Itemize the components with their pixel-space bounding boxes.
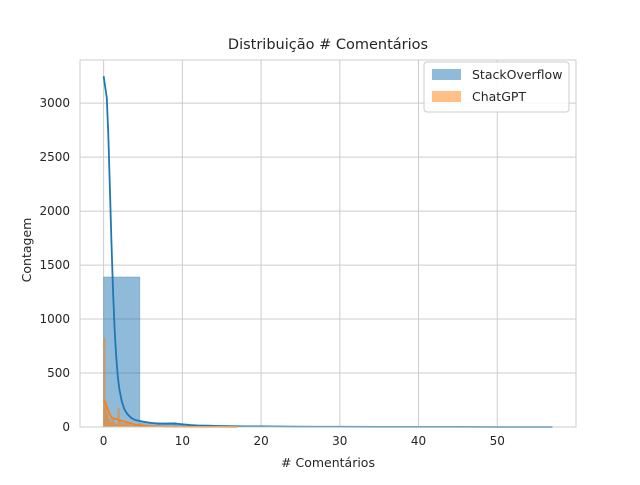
legend: StackOverflow ChatGPT [424, 62, 569, 112]
x-tick-label: 0 [100, 434, 108, 448]
y-tick-label: 1500 [39, 258, 70, 272]
legend-swatch-chatgpt [432, 91, 461, 102]
x-tick-label: 10 [175, 434, 190, 448]
x-tick-label: 30 [332, 434, 347, 448]
x-tick-label: 50 [490, 434, 505, 448]
y-tick-label: 500 [47, 366, 70, 380]
x-axis-label: # Comentários [281, 455, 375, 470]
legend-swatch-stackoverflow [432, 69, 461, 80]
y-tick-label: 1000 [39, 312, 70, 326]
bar-stackoverflow [104, 277, 140, 427]
chart-title: Distribuição # Comentários [228, 37, 428, 53]
legend-label-chatgpt: ChatGPT [472, 89, 526, 104]
y-axis-label: Contagem [19, 218, 34, 283]
y-tick-label: 3000 [39, 96, 70, 110]
x-tick-label: 20 [253, 434, 268, 448]
y-tick-label: 2000 [39, 204, 70, 218]
y-tick-label: 2500 [39, 150, 70, 164]
legend-label-stackoverflow: StackOverflow [472, 67, 562, 82]
x-tick-label: 40 [411, 434, 426, 448]
y-tick-label: 0 [62, 420, 70, 434]
